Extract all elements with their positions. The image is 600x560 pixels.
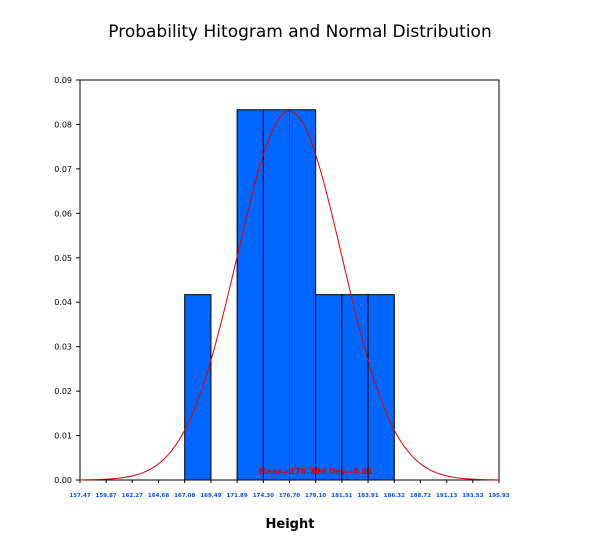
x-tick-label: 181.51 [331,493,352,499]
x-tick-label: 159.87 [96,493,117,499]
x-tick-label: 171.89 [226,493,247,499]
x-tick-label: 174.30 [253,493,274,499]
x-tick-label: 183.91 [357,493,378,499]
y-tick-label: 0.09 [54,76,72,85]
x-tick-label: 162.27 [122,493,143,499]
x-tick-label: 186.32 [384,493,405,499]
chart-title: Probability Hitogram and Normal Distribu… [108,22,492,42]
y-tick-label: 0.02 [54,387,72,396]
x-tick-label: 195.93 [488,493,509,499]
x-tick-label: 191.13 [436,493,457,499]
x-tick-label: 179.10 [305,493,326,499]
x-tick-label: 169.49 [200,493,221,499]
y-tick-label: 0.08 [54,120,72,129]
histogram-bar-7 [367,294,395,481]
x-axis-label: Height [265,517,315,532]
mean-annotation: Mean=176.70 [258,467,320,476]
x-tick-label: 193.53 [462,493,483,499]
y-tick-label: 0.00 [54,476,72,485]
histogram-bar-6 [341,294,369,481]
y-tick-label: 0.05 [54,254,72,263]
x-tick-label: 167.08 [174,493,195,499]
y-tick-label: 0.01 [54,432,72,441]
histogram-bar-3 [262,109,291,481]
x-tick-label: 164.68 [148,493,169,499]
y-tick-label: 0.03 [54,343,72,352]
y-tick-label: 0.07 [54,165,72,174]
histogram-bar-4 [289,109,317,481]
histogram-bar-5 [315,294,343,481]
histogram-bar-2 [236,109,264,481]
x-tick-label: 176.70 [279,493,300,499]
histogram-bar-1 [184,294,212,481]
std-dev-annotation: Std Dev=4.81 [311,467,373,476]
y-tick-label: 0.04 [54,298,72,307]
x-tick-label: 157.47 [69,493,90,499]
y-tick-label: 0.06 [54,209,72,218]
x-tick-label: 188.72 [410,493,431,499]
